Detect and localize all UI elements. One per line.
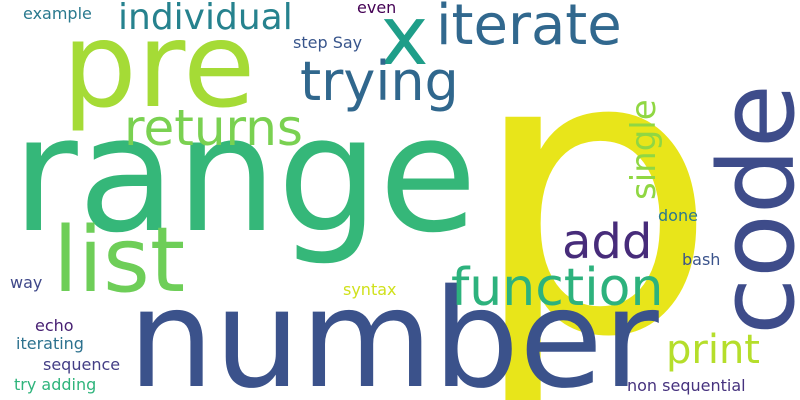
word-iterate: iterate xyxy=(436,0,622,58)
word-pre: pre xyxy=(62,0,256,134)
word-single: single xyxy=(624,99,664,200)
word-p: p xyxy=(470,0,718,400)
word-even: even xyxy=(357,0,397,17)
word-individual: individual xyxy=(118,0,293,38)
word-non-sequential: non sequential xyxy=(627,376,746,395)
word-print: print xyxy=(666,327,760,373)
word-list: list xyxy=(53,208,186,313)
word-way: way xyxy=(10,273,43,292)
word-iterating: iterating xyxy=(16,334,84,353)
word-trying: trying xyxy=(300,50,459,113)
word-step-say: step Say xyxy=(293,33,363,52)
word-syntax: syntax xyxy=(343,280,397,299)
word-code: code xyxy=(696,84,800,335)
word-echo: echo xyxy=(35,316,74,335)
word-range: range xyxy=(12,81,478,268)
word-sequence: sequence xyxy=(43,355,121,374)
word-bash: bash xyxy=(682,250,721,269)
word-returns: returns xyxy=(124,99,303,157)
word-example: example xyxy=(23,4,92,23)
word-x: x xyxy=(380,0,429,84)
word-try-adding: try adding xyxy=(14,375,97,394)
word-add: add xyxy=(562,214,653,270)
word-number: number xyxy=(128,261,659,400)
word-function: function xyxy=(451,258,664,318)
word-done: done xyxy=(658,206,698,225)
